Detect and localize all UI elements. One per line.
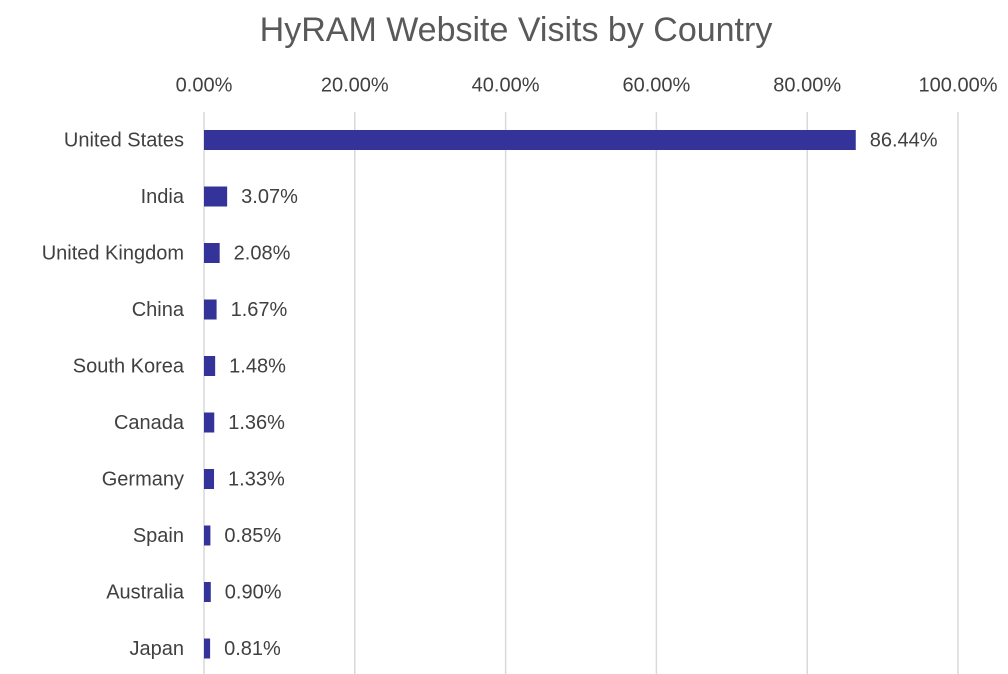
x-tick-label: 20.00%	[321, 74, 389, 96]
data-label: 1.48%	[229, 355, 286, 377]
x-tick-label: 40.00%	[472, 74, 540, 96]
data-label: 0.85%	[224, 525, 281, 547]
y-tick-label: Japan	[130, 638, 185, 660]
y-tick-label: United States	[64, 129, 184, 151]
y-tick-label: South Korea	[73, 355, 185, 377]
x-tick-label: 100.00%	[919, 74, 998, 96]
data-label: 0.90%	[225, 581, 282, 603]
bar	[204, 299, 217, 320]
y-tick-label: China	[132, 299, 185, 321]
y-tick-label: Australia	[106, 581, 185, 603]
y-tick-label: India	[141, 186, 185, 208]
y-tick-label: Germany	[102, 468, 184, 490]
chart-title: HyRAM Website Visits by Country	[260, 11, 773, 49]
data-label: 2.08%	[234, 242, 291, 264]
bar	[204, 186, 228, 207]
x-tick-label: 80.00%	[773, 74, 841, 96]
bar	[204, 638, 211, 659]
data-label: 0.81%	[224, 638, 281, 660]
y-tick-label: United Kingdom	[42, 242, 184, 264]
x-tick-label: 0.00%	[176, 74, 233, 96]
bar	[204, 130, 856, 150]
bar	[204, 469, 215, 489]
data-label: 1.67%	[231, 299, 288, 321]
bar	[204, 582, 211, 602]
bar	[204, 525, 211, 546]
y-tick-label: Canada	[114, 412, 185, 434]
y-tick-label: Spain	[133, 525, 184, 547]
bar	[204, 243, 220, 263]
data-label: 3.07%	[241, 186, 298, 208]
data-label: 1.36%	[228, 412, 285, 434]
bar	[204, 412, 215, 433]
data-label: 1.33%	[228, 468, 285, 490]
data-label: 86.44%	[870, 129, 938, 151]
bar	[204, 356, 216, 376]
x-tick-label: 60.00%	[622, 74, 690, 96]
